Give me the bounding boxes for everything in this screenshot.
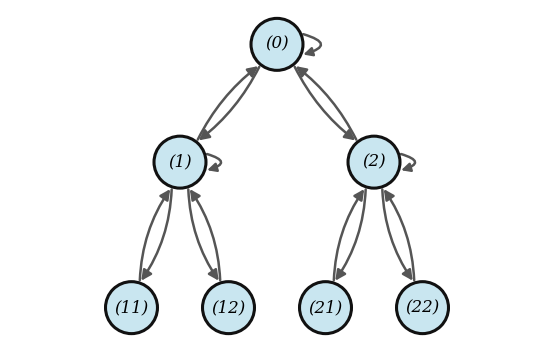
FancyArrowPatch shape: [143, 190, 172, 278]
FancyArrowPatch shape: [140, 191, 168, 280]
Text: (22): (22): [406, 299, 440, 316]
Text: (2): (2): [362, 153, 386, 171]
Ellipse shape: [203, 282, 254, 334]
FancyArrowPatch shape: [386, 191, 414, 280]
FancyArrowPatch shape: [224, 313, 244, 328]
Text: (21): (21): [309, 299, 342, 316]
Ellipse shape: [348, 136, 400, 188]
FancyArrowPatch shape: [198, 68, 256, 140]
Text: (11): (11): [114, 299, 148, 316]
Text: (1): (1): [168, 153, 192, 171]
FancyArrowPatch shape: [382, 190, 411, 278]
FancyArrowPatch shape: [201, 67, 259, 139]
FancyArrowPatch shape: [298, 68, 356, 140]
FancyArrowPatch shape: [295, 67, 353, 139]
Text: (0): (0): [265, 36, 289, 53]
Ellipse shape: [397, 282, 449, 334]
FancyArrowPatch shape: [401, 154, 415, 171]
FancyArrowPatch shape: [127, 313, 147, 328]
FancyArrowPatch shape: [334, 191, 363, 280]
FancyArrowPatch shape: [188, 190, 217, 278]
FancyArrowPatch shape: [321, 313, 341, 328]
FancyArrowPatch shape: [337, 190, 366, 278]
Ellipse shape: [251, 18, 303, 70]
FancyArrowPatch shape: [207, 154, 221, 171]
Ellipse shape: [154, 136, 206, 188]
FancyArrowPatch shape: [303, 34, 321, 55]
FancyArrowPatch shape: [418, 313, 438, 328]
Text: (12): (12): [212, 299, 245, 316]
Ellipse shape: [105, 282, 157, 334]
FancyArrowPatch shape: [191, 191, 220, 280]
Ellipse shape: [300, 282, 351, 334]
